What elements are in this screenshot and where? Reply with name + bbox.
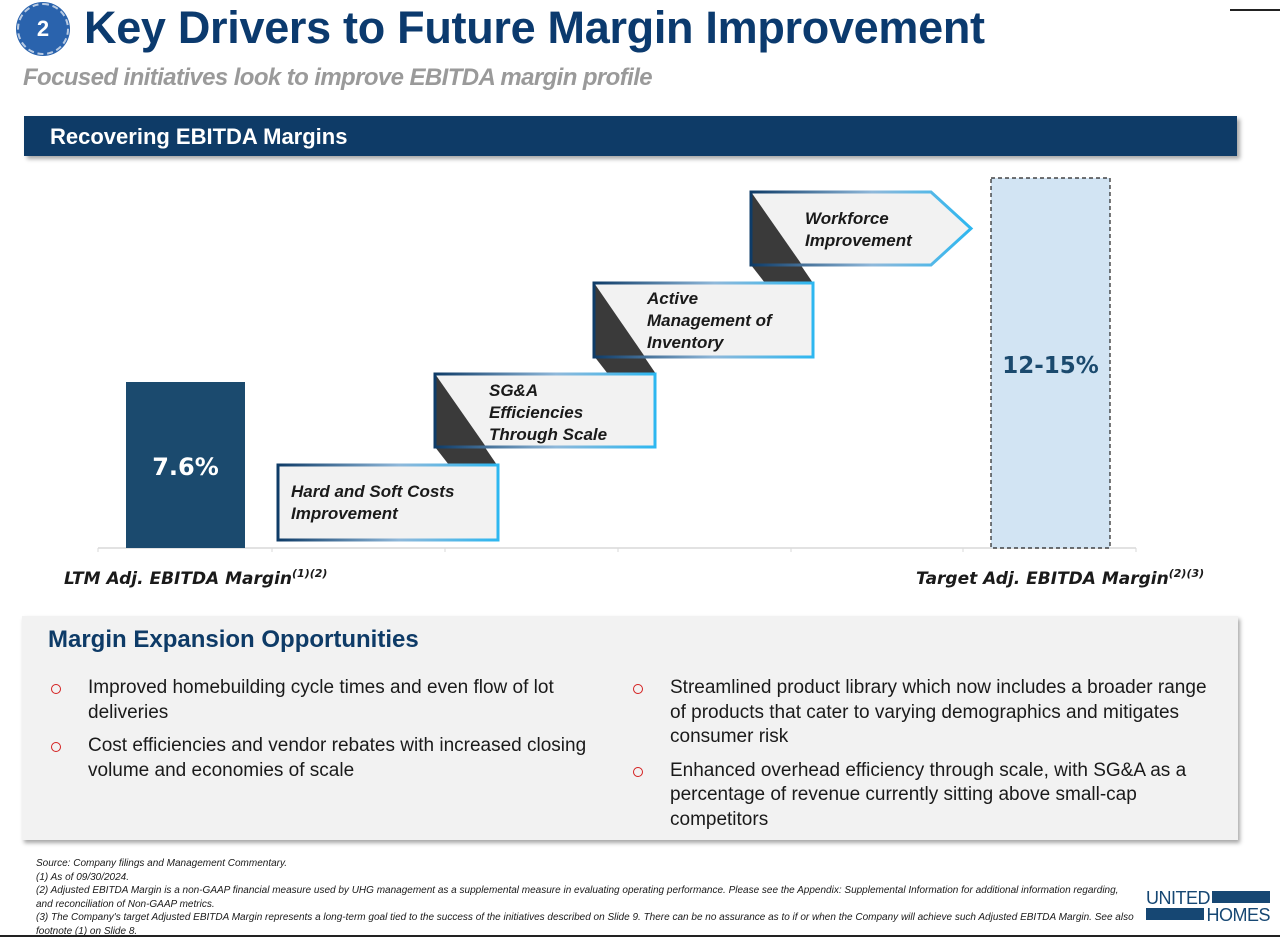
section-number-badge: 2 <box>17 3 69 55</box>
margin-expansion-panel: Margin Expansion Opportunities Improved … <box>22 616 1238 840</box>
step-label-line: Management of <box>647 311 774 330</box>
footnote-1: (1) As of 09/30/2024. <box>36 871 130 883</box>
footnote-2: (2) Adjusted EBITDA Margin is a non-GAAP… <box>36 885 1119 910</box>
step-label-line: Improvement <box>805 231 913 250</box>
step-wedge <box>752 194 801 264</box>
step-label-line: Hard and Soft Costs <box>291 482 454 501</box>
step-label-line: Improvement <box>291 504 399 523</box>
x-category-label: Target Adj. EBITDA Margin(2)(3) <box>916 567 1204 589</box>
bullet-text: Streamlined product library which now in… <box>670 677 1207 747</box>
x-category-label: LTM Adj. EBITDA Margin(1)(2) <box>64 567 327 589</box>
left-bullet-list: Improved homebuilding cycle times and ev… <box>47 676 632 792</box>
bullet-circle-icon <box>633 766 643 777</box>
step-label-line: Workforce <box>805 209 889 228</box>
footnote-source: Source: Company filings and Management C… <box>36 858 288 869</box>
step-label-line: SG&A <box>489 381 538 400</box>
right-bullet-list: Streamlined product library which now in… <box>629 676 1219 841</box>
footer-rule <box>0 935 1280 937</box>
ebitda-margin-chart: Hard and Soft Costs Improvement SG&A Effici… <box>64 177 1204 589</box>
united-homes-logo: UNITED HOMES <box>1146 888 1270 925</box>
step-box-2: SG&A Efficiencies Through Scale <box>433 372 657 449</box>
step-label-line: Active <box>646 289 698 308</box>
step-arrow-shape <box>749 190 974 267</box>
section-header-bar: Recovering EBITDA Margins <box>24 116 1237 156</box>
step-box-1: Hard and Soft Costs Improvement <box>276 463 500 542</box>
bullet-circle-icon <box>51 684 61 694</box>
bullet-text: Enhanced overhead efficiency through sca… <box>670 759 1187 830</box>
section-title: Recovering EBITDA Margins <box>50 124 348 149</box>
step-box-3: Active Management of Inventory <box>592 281 815 359</box>
logo-bar-top <box>1212 891 1270 903</box>
bullet-text: Cost efficiencies and vendor rebates wit… <box>88 735 587 781</box>
panel-title: Margin Expansion Opportunities <box>48 626 419 653</box>
step-label-line: Through Scale <box>489 425 607 444</box>
bullet-circle-icon <box>51 742 61 752</box>
step-box-4: Workforce Improvement <box>749 190 974 267</box>
logo-bar-bottom <box>1146 908 1204 920</box>
logo-word-homes: HOMES <box>1206 905 1270 925</box>
bullet-item: Enhanced overhead efficiency through sca… <box>629 759 1219 833</box>
bullet-text: Improved homebuilding cycle times and ev… <box>88 677 554 723</box>
step-label-line: Inventory <box>647 333 725 352</box>
corner-rule <box>1230 9 1280 11</box>
step-wedge <box>595 285 644 356</box>
page-subtitle: Focused initiatives look to improve EBIT… <box>23 64 653 91</box>
bar-ltm-margin <box>126 382 245 548</box>
bullet-item: Cost efficiencies and vendor rebates wit… <box>47 734 632 783</box>
bar-value-label-ltm: 7.6% <box>152 453 219 481</box>
footnote-3: (3) The Company's target Adjusted EBITDA… <box>36 912 1134 937</box>
footnotes: Source: Company filings and Management C… <box>36 857 1136 938</box>
bar-value-label-target: 12-15% <box>1002 353 1099 379</box>
bullet-circle-icon <box>633 684 643 694</box>
logo-word-united: UNITED <box>1146 888 1211 908</box>
step-wedge <box>436 376 485 446</box>
bar-target-margin <box>990 177 1111 549</box>
bullet-item: Streamlined product library which now in… <box>629 676 1219 750</box>
page-title: Key Drivers to Future Margin Improvement <box>84 2 985 53</box>
badge-number: 2 <box>36 16 50 41</box>
step-label-line: Efficiencies <box>489 403 583 422</box>
step-box-shape <box>276 463 500 542</box>
bullet-item: Improved homebuilding cycle times and ev… <box>47 676 632 725</box>
